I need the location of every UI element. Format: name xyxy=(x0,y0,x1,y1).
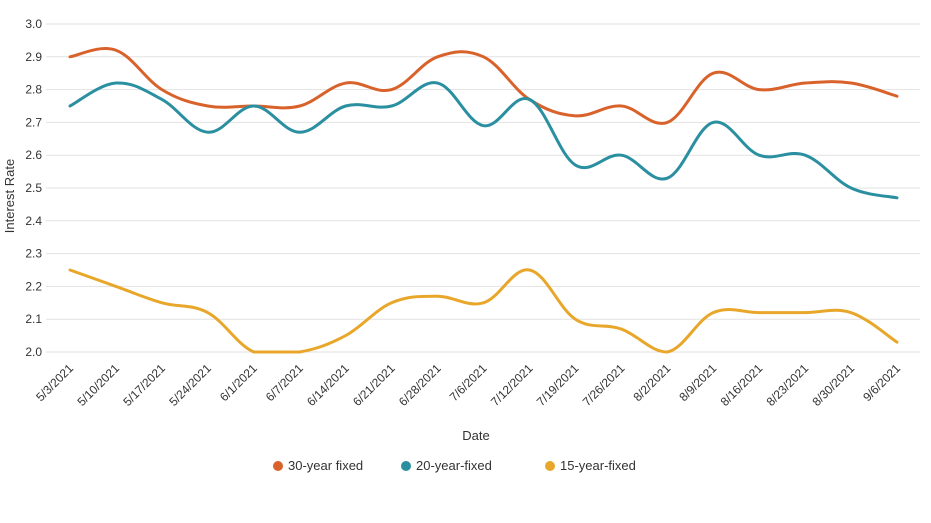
x-tick-label: 8/9/2021 xyxy=(676,361,719,404)
legend-label: 30-year fixed xyxy=(288,458,363,473)
x-tick-label: 6/1/2021 xyxy=(217,361,260,404)
x-tick-label: 9/6/2021 xyxy=(860,361,903,404)
series-line-30-year-fixed xyxy=(68,47,899,125)
y-tick-label: 2.9 xyxy=(25,50,42,64)
x-tick-label: 6/7/2021 xyxy=(263,361,306,404)
y-tick-label: 2.7 xyxy=(25,115,42,129)
legend-marker xyxy=(273,461,283,471)
y-axis-title: Interest Rate xyxy=(2,159,17,233)
x-tick-label: 8/16/2021 xyxy=(718,361,766,409)
x-axis-title: Date xyxy=(462,428,489,443)
legend-label: 20-year-fixed xyxy=(416,458,492,473)
y-tick-label: 2.4 xyxy=(25,214,42,228)
y-tick-label: 3.0 xyxy=(25,17,42,31)
x-tick-label: 7/26/2021 xyxy=(580,361,628,409)
x-tick-label: 7/6/2021 xyxy=(447,361,490,404)
x-tick-label: 5/24/2021 xyxy=(166,361,214,409)
legend-label: 15-year-fixed xyxy=(560,458,636,473)
x-tick-label: 8/30/2021 xyxy=(810,361,858,409)
x-tick-label: 6/21/2021 xyxy=(350,361,398,409)
y-tick-label: 2.6 xyxy=(25,148,42,162)
x-tick-label: 5/10/2021 xyxy=(74,361,122,409)
gridlines xyxy=(46,23,920,353)
x-tick-label: 5/3/2021 xyxy=(33,361,76,404)
legend-marker xyxy=(545,461,555,471)
y-tick-label: 2.5 xyxy=(25,181,42,195)
y-tick-label: 2.1 xyxy=(25,312,42,326)
x-tick-label: 7/19/2021 xyxy=(534,361,582,409)
series-lines xyxy=(68,47,899,354)
y-tick-label: 2.0 xyxy=(25,345,42,359)
series-line-15-year-fixed xyxy=(68,268,899,354)
series-line-20-year-fixed xyxy=(68,81,899,200)
x-tick-label: 7/12/2021 xyxy=(488,361,536,409)
legend: 30-year fixed 20-year-fixed 15-year-fixed xyxy=(273,458,636,473)
x-tick-label: 5/17/2021 xyxy=(120,361,168,409)
x-tick-label: 8/23/2021 xyxy=(764,361,812,409)
x-tick-label: 6/14/2021 xyxy=(304,361,352,409)
y-tick-label: 2.2 xyxy=(25,279,42,293)
y-axis-ticks: 3.0 2.9 2.8 2.7 2.6 2.5 2.4 2.3 2.2 2.1 2.0 xyxy=(25,17,42,359)
x-tick-label: 6/28/2021 xyxy=(396,361,444,409)
x-tick-label: 8/2/2021 xyxy=(630,361,673,404)
y-tick-label: 2.8 xyxy=(25,83,42,97)
y-tick-label: 2.3 xyxy=(25,247,42,261)
legend-marker xyxy=(401,461,411,471)
